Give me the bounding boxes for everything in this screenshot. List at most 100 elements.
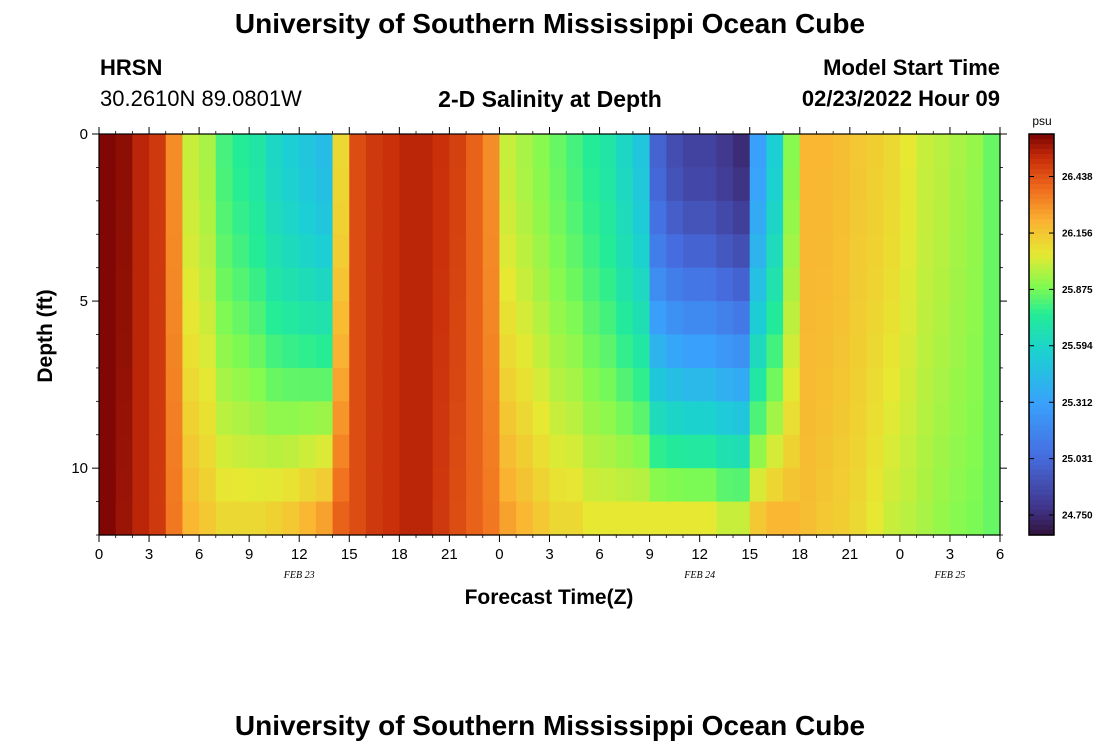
station-coordinates: 30.2610N 89.0801W	[100, 86, 302, 111]
colorbar-segment	[1029, 164, 1054, 170]
heatmap-cell	[582, 134, 601, 169]
heatmap-cell	[799, 200, 818, 235]
heatmap-cell	[849, 301, 868, 336]
heatmap-cell	[315, 468, 334, 503]
heatmap-cell	[632, 234, 651, 269]
heatmap-cell	[749, 401, 768, 436]
heatmap-cell	[382, 200, 400, 235]
heatmap-cell	[99, 334, 117, 369]
colorbar-segment	[1029, 529, 1054, 536]
colorbar-segment	[1029, 309, 1054, 316]
heatmap-cell	[382, 267, 400, 302]
colorbar-segment	[1029, 429, 1054, 436]
heatmap-cell	[132, 134, 150, 169]
heatmap-cell	[616, 401, 634, 436]
heatmap-cell	[365, 167, 384, 202]
heatmap-cell	[599, 134, 617, 169]
heatmap-cell	[666, 301, 684, 336]
heatmap-cell	[466, 200, 484, 235]
colorbar-segment	[1029, 374, 1054, 381]
heatmap-cell	[482, 301, 501, 336]
heatmap-cell	[499, 367, 517, 402]
heatmap-cell	[365, 401, 384, 436]
heatmap-cell	[482, 468, 501, 503]
heatmap-cell	[466, 401, 484, 436]
colorbar-segment	[1029, 174, 1054, 180]
heatmap-cell	[299, 200, 317, 235]
heatmap-cell	[849, 167, 868, 202]
heatmap-cell	[99, 134, 117, 169]
heatmap-cell	[766, 234, 784, 269]
heatmap-cell	[532, 167, 551, 202]
heatmap-cell	[315, 434, 334, 469]
heatmap-cell	[616, 434, 634, 469]
heatmap-cell	[699, 200, 717, 235]
colorbar-segment	[1029, 194, 1054, 200]
heatmap-cell	[883, 134, 901, 169]
heatmap-cell	[99, 200, 117, 235]
heatmap-cell	[582, 167, 601, 202]
heatmap-cell	[215, 468, 234, 503]
heatmap-cell	[682, 434, 701, 469]
heatmap-cell	[899, 134, 918, 169]
heatmap-cell	[532, 401, 551, 436]
heatmap-cell	[582, 200, 601, 235]
colorbar-segment	[1029, 494, 1054, 501]
heatmap-cell	[616, 367, 634, 402]
heatmap-cell	[532, 301, 551, 336]
heatmap-cell	[632, 134, 651, 169]
heatmap-cell	[566, 167, 584, 202]
heatmap-cell	[649, 134, 667, 169]
heatmap-cell	[649, 267, 667, 302]
heatmap-cell	[949, 167, 968, 202]
heatmap-cell	[799, 267, 818, 302]
heatmap-cell	[215, 234, 234, 269]
heatmap-cell	[849, 234, 868, 269]
heatmap-cell	[649, 367, 667, 402]
heatmap-cell	[699, 167, 717, 202]
heatmap-cell	[966, 301, 984, 336]
heatmap-cell	[699, 267, 717, 302]
heatmap-cell	[399, 468, 417, 503]
heatmap-cell	[532, 200, 551, 235]
heatmap-cell	[416, 134, 434, 169]
colorbar-segment	[1029, 354, 1054, 361]
heatmap-cell	[432, 167, 450, 202]
colorbar-segment	[1029, 239, 1054, 245]
heatmap-cell	[282, 234, 300, 269]
heatmap-cell	[849, 267, 868, 302]
heatmap-cell	[916, 134, 934, 169]
heatmap-cell	[883, 434, 901, 469]
colorbar-segment	[1029, 219, 1054, 225]
heatmap-cell	[132, 434, 150, 469]
colorbar-segment	[1029, 329, 1054, 336]
heatmap-cell	[916, 167, 934, 202]
heatmap-cell	[699, 468, 717, 503]
heatmap-cell	[716, 401, 734, 436]
heatmap-cell	[332, 367, 350, 402]
heatmap-cell	[749, 367, 768, 402]
colorbar-segment	[1029, 484, 1054, 491]
heatmap-cell	[349, 367, 367, 402]
heatmap-cell	[582, 234, 601, 269]
colorbar-segment	[1029, 409, 1054, 416]
heatmap-cell	[315, 134, 334, 169]
heatmap-cell	[299, 501, 317, 536]
heatmap-cell	[616, 234, 634, 269]
heatmap-cell	[666, 167, 684, 202]
heatmap-cell	[716, 200, 734, 235]
colorbar-segment	[1029, 214, 1054, 220]
heatmap-cell	[165, 334, 184, 369]
heatmap-cell	[132, 501, 150, 536]
heatmap-cell	[716, 267, 734, 302]
heatmap-cell	[949, 200, 968, 235]
heatmap-cell	[833, 501, 851, 536]
heatmap-cell	[833, 301, 851, 336]
colorbar-segment	[1029, 209, 1054, 215]
heatmap-cell	[382, 501, 400, 536]
heatmap-cell	[933, 501, 951, 536]
heatmap-cell	[866, 267, 884, 302]
heatmap-cell	[132, 301, 150, 336]
heatmap-cell	[282, 200, 300, 235]
heatmap-cell	[299, 367, 317, 402]
